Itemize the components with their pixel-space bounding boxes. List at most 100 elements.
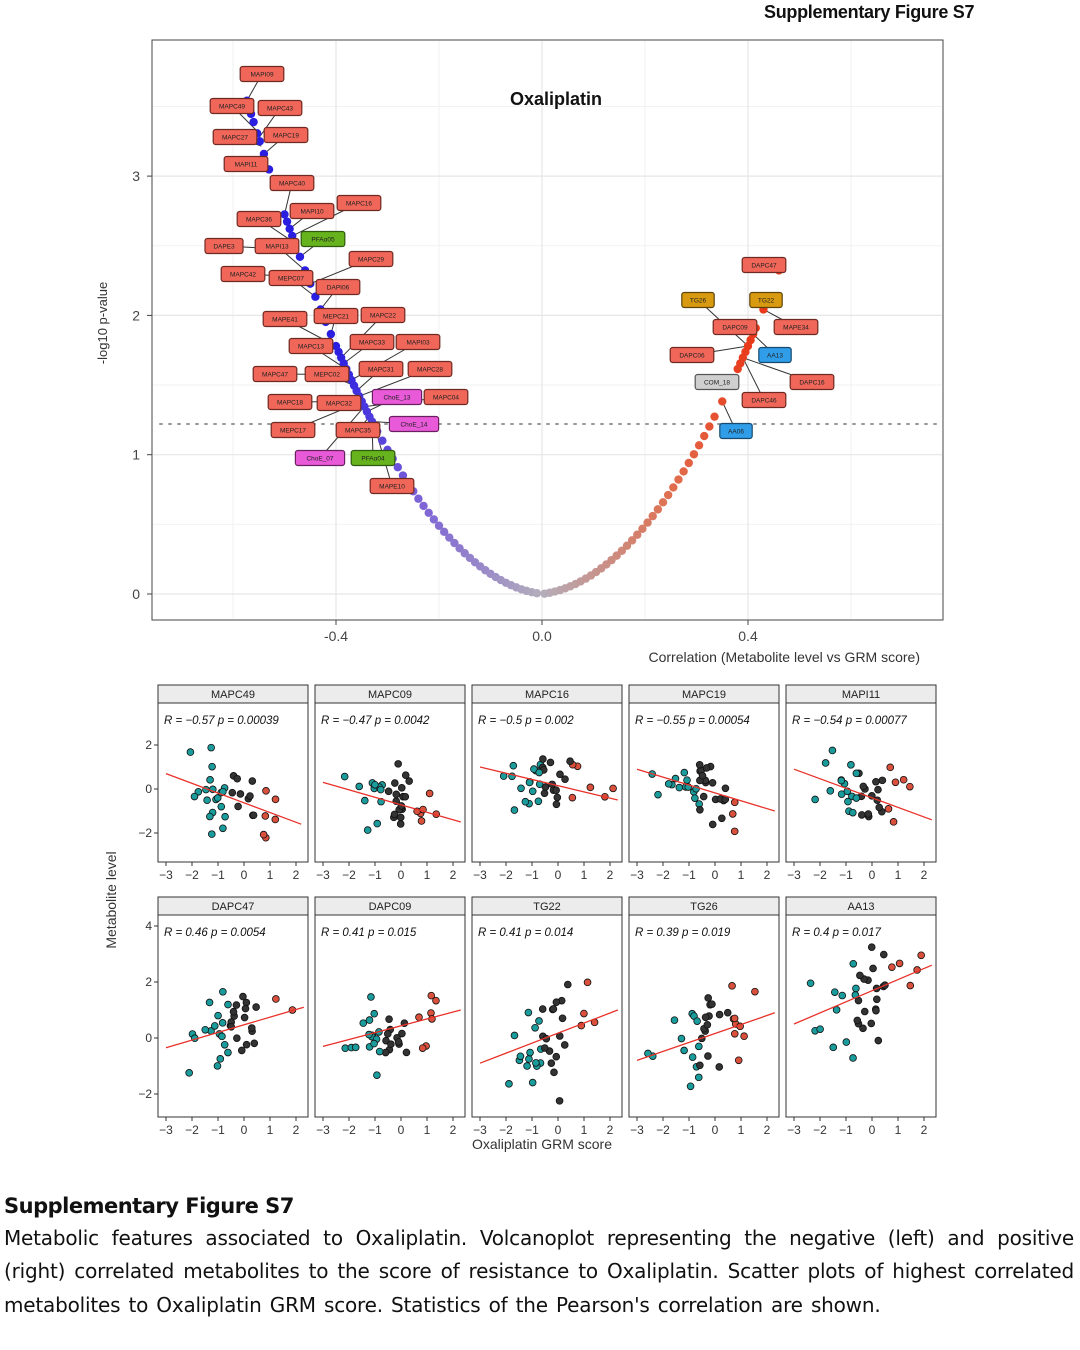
x-tick-label: −3 — [473, 868, 487, 882]
positive-point — [679, 467, 688, 476]
data-point — [872, 777, 880, 786]
scatter-panel: DAPC47 R = 0.46 p = 0.0054 −3 −2 −1 0 1 2 −2 0 2 4 — [138, 896, 309, 1137]
negative-point — [398, 471, 408, 480]
data-point — [695, 760, 704, 769]
metabolite-label: MAPC47 — [252, 365, 298, 383]
metabolite-label: PFAα05 — [300, 230, 346, 248]
regression-line — [165, 1006, 304, 1049]
data-point — [566, 757, 574, 766]
label-text: MAPC35 — [345, 428, 371, 435]
x-tick-label: 2 — [293, 1123, 300, 1137]
data-point — [373, 1071, 381, 1079]
label-text: MAPC49 — [219, 104, 245, 111]
data-point — [670, 1016, 679, 1024]
data-point — [397, 784, 406, 792]
data-point — [816, 1025, 824, 1033]
data-point — [271, 795, 280, 804]
panel-stats: R = 0.39 p = 0.019 — [635, 927, 731, 939]
data-point — [531, 1023, 539, 1032]
data-point — [696, 805, 704, 814]
data-point — [560, 1041, 569, 1049]
volcano-plot: MAPI09 MAPC49 MAPC43 MAPC27 MAPC19 MAPI11 MAPC… — [95, 39, 944, 665]
data-point — [708, 820, 717, 829]
label-box — [239, 65, 285, 83]
label-box — [749, 291, 783, 309]
negative-point — [249, 117, 258, 127]
data-point — [213, 794, 222, 802]
data-point — [552, 998, 561, 1006]
x-tick-label: −2 — [813, 1123, 827, 1137]
x-tick-label: −3 — [787, 1123, 801, 1137]
volcano-y-label: -log10 p-value — [95, 282, 110, 364]
label-text: ChoE_14 — [400, 422, 427, 429]
data-point — [874, 785, 882, 794]
data-point — [561, 775, 569, 783]
metabolite-label: DAPC09 — [712, 318, 758, 336]
data-point — [860, 1007, 869, 1016]
data-point — [715, 1063, 724, 1071]
data-point — [190, 792, 199, 801]
metabolite-label: MAPC40 — [269, 174, 315, 192]
positive-point — [669, 483, 678, 492]
metabolite-label: DAPC46 — [741, 391, 787, 409]
data-point — [535, 768, 544, 777]
x-tick-label: −2 — [656, 1123, 670, 1137]
data-point — [688, 1053, 697, 1061]
label-text: ChoE_13 — [383, 395, 410, 402]
metabolite-label: MAPC18 — [267, 393, 313, 411]
metabolite-label: MAPC13 — [288, 337, 334, 355]
data-point — [541, 783, 550, 791]
metabolite-label: TG26 — [681, 291, 715, 309]
data-point — [838, 991, 847, 1000]
data-point — [219, 824, 227, 833]
metabolite-label: MEPC17 — [270, 421, 316, 439]
data-point — [694, 1073, 703, 1082]
data-point — [552, 786, 560, 794]
label-box — [758, 346, 792, 364]
data-point — [899, 775, 908, 784]
data-point — [220, 1040, 229, 1049]
metabolite-label: COM_18 — [694, 373, 740, 391]
data-point — [360, 796, 369, 805]
x-tick-label: -0.4 — [324, 628, 348, 644]
negative-point — [424, 508, 433, 517]
label-text: MAPI03 — [406, 340, 430, 347]
x-tick-label: −2 — [342, 868, 356, 882]
scatter-panel: TG22 R = 0.41 p = 0.014 −3 −2 −1 0 1 2 — [471, 896, 623, 1137]
x-tick-label: 0 — [241, 1123, 248, 1137]
label-text: MAPC19 — [273, 133, 299, 140]
data-point — [852, 769, 861, 778]
data-point — [373, 819, 382, 828]
data-point — [208, 762, 216, 771]
scatter-x-label: Oxaliplatin GRM score — [472, 1136, 612, 1152]
metabolite-label: MAPC27 — [212, 128, 258, 146]
data-point — [546, 758, 555, 767]
data-point — [390, 810, 399, 819]
panel-title: MAPC09 — [368, 689, 412, 701]
x-tick-label: 2 — [293, 868, 300, 882]
metabolite-label: MAPC29 — [348, 250, 394, 268]
panel-stats: R = 0.46 p = 0.0054 — [164, 927, 266, 939]
scatter-panel: AA13 R = 0.4 p = 0.017 −3 −2 −1 0 1 2 — [785, 896, 937, 1137]
metabolite-label: MAPC31 — [358, 360, 404, 378]
y-tick-label: 0 — [145, 782, 152, 796]
data-point — [693, 1017, 701, 1025]
x-tick-label: 1 — [424, 868, 431, 882]
label-text: MAPC22 — [370, 313, 396, 320]
x-tick-label: 0.4 — [738, 628, 758, 644]
x-tick-label: −3 — [159, 868, 173, 882]
data-point — [730, 1014, 739, 1023]
positive-point — [648, 511, 657, 521]
x-tick-label: 1 — [895, 1123, 902, 1137]
positive-point — [689, 450, 699, 459]
data-point — [830, 988, 839, 996]
data-point — [535, 1017, 543, 1025]
caption-title: Supplementary Figure S7 — [4, 1194, 294, 1218]
panel-stats: R = −0.54 p = 0.00077 — [792, 715, 907, 727]
data-point — [691, 794, 699, 802]
label-box — [350, 449, 396, 467]
label-box — [257, 99, 303, 117]
data-point — [523, 1062, 531, 1070]
label-text: MAPC36 — [246, 217, 272, 224]
data-point — [806, 979, 815, 988]
